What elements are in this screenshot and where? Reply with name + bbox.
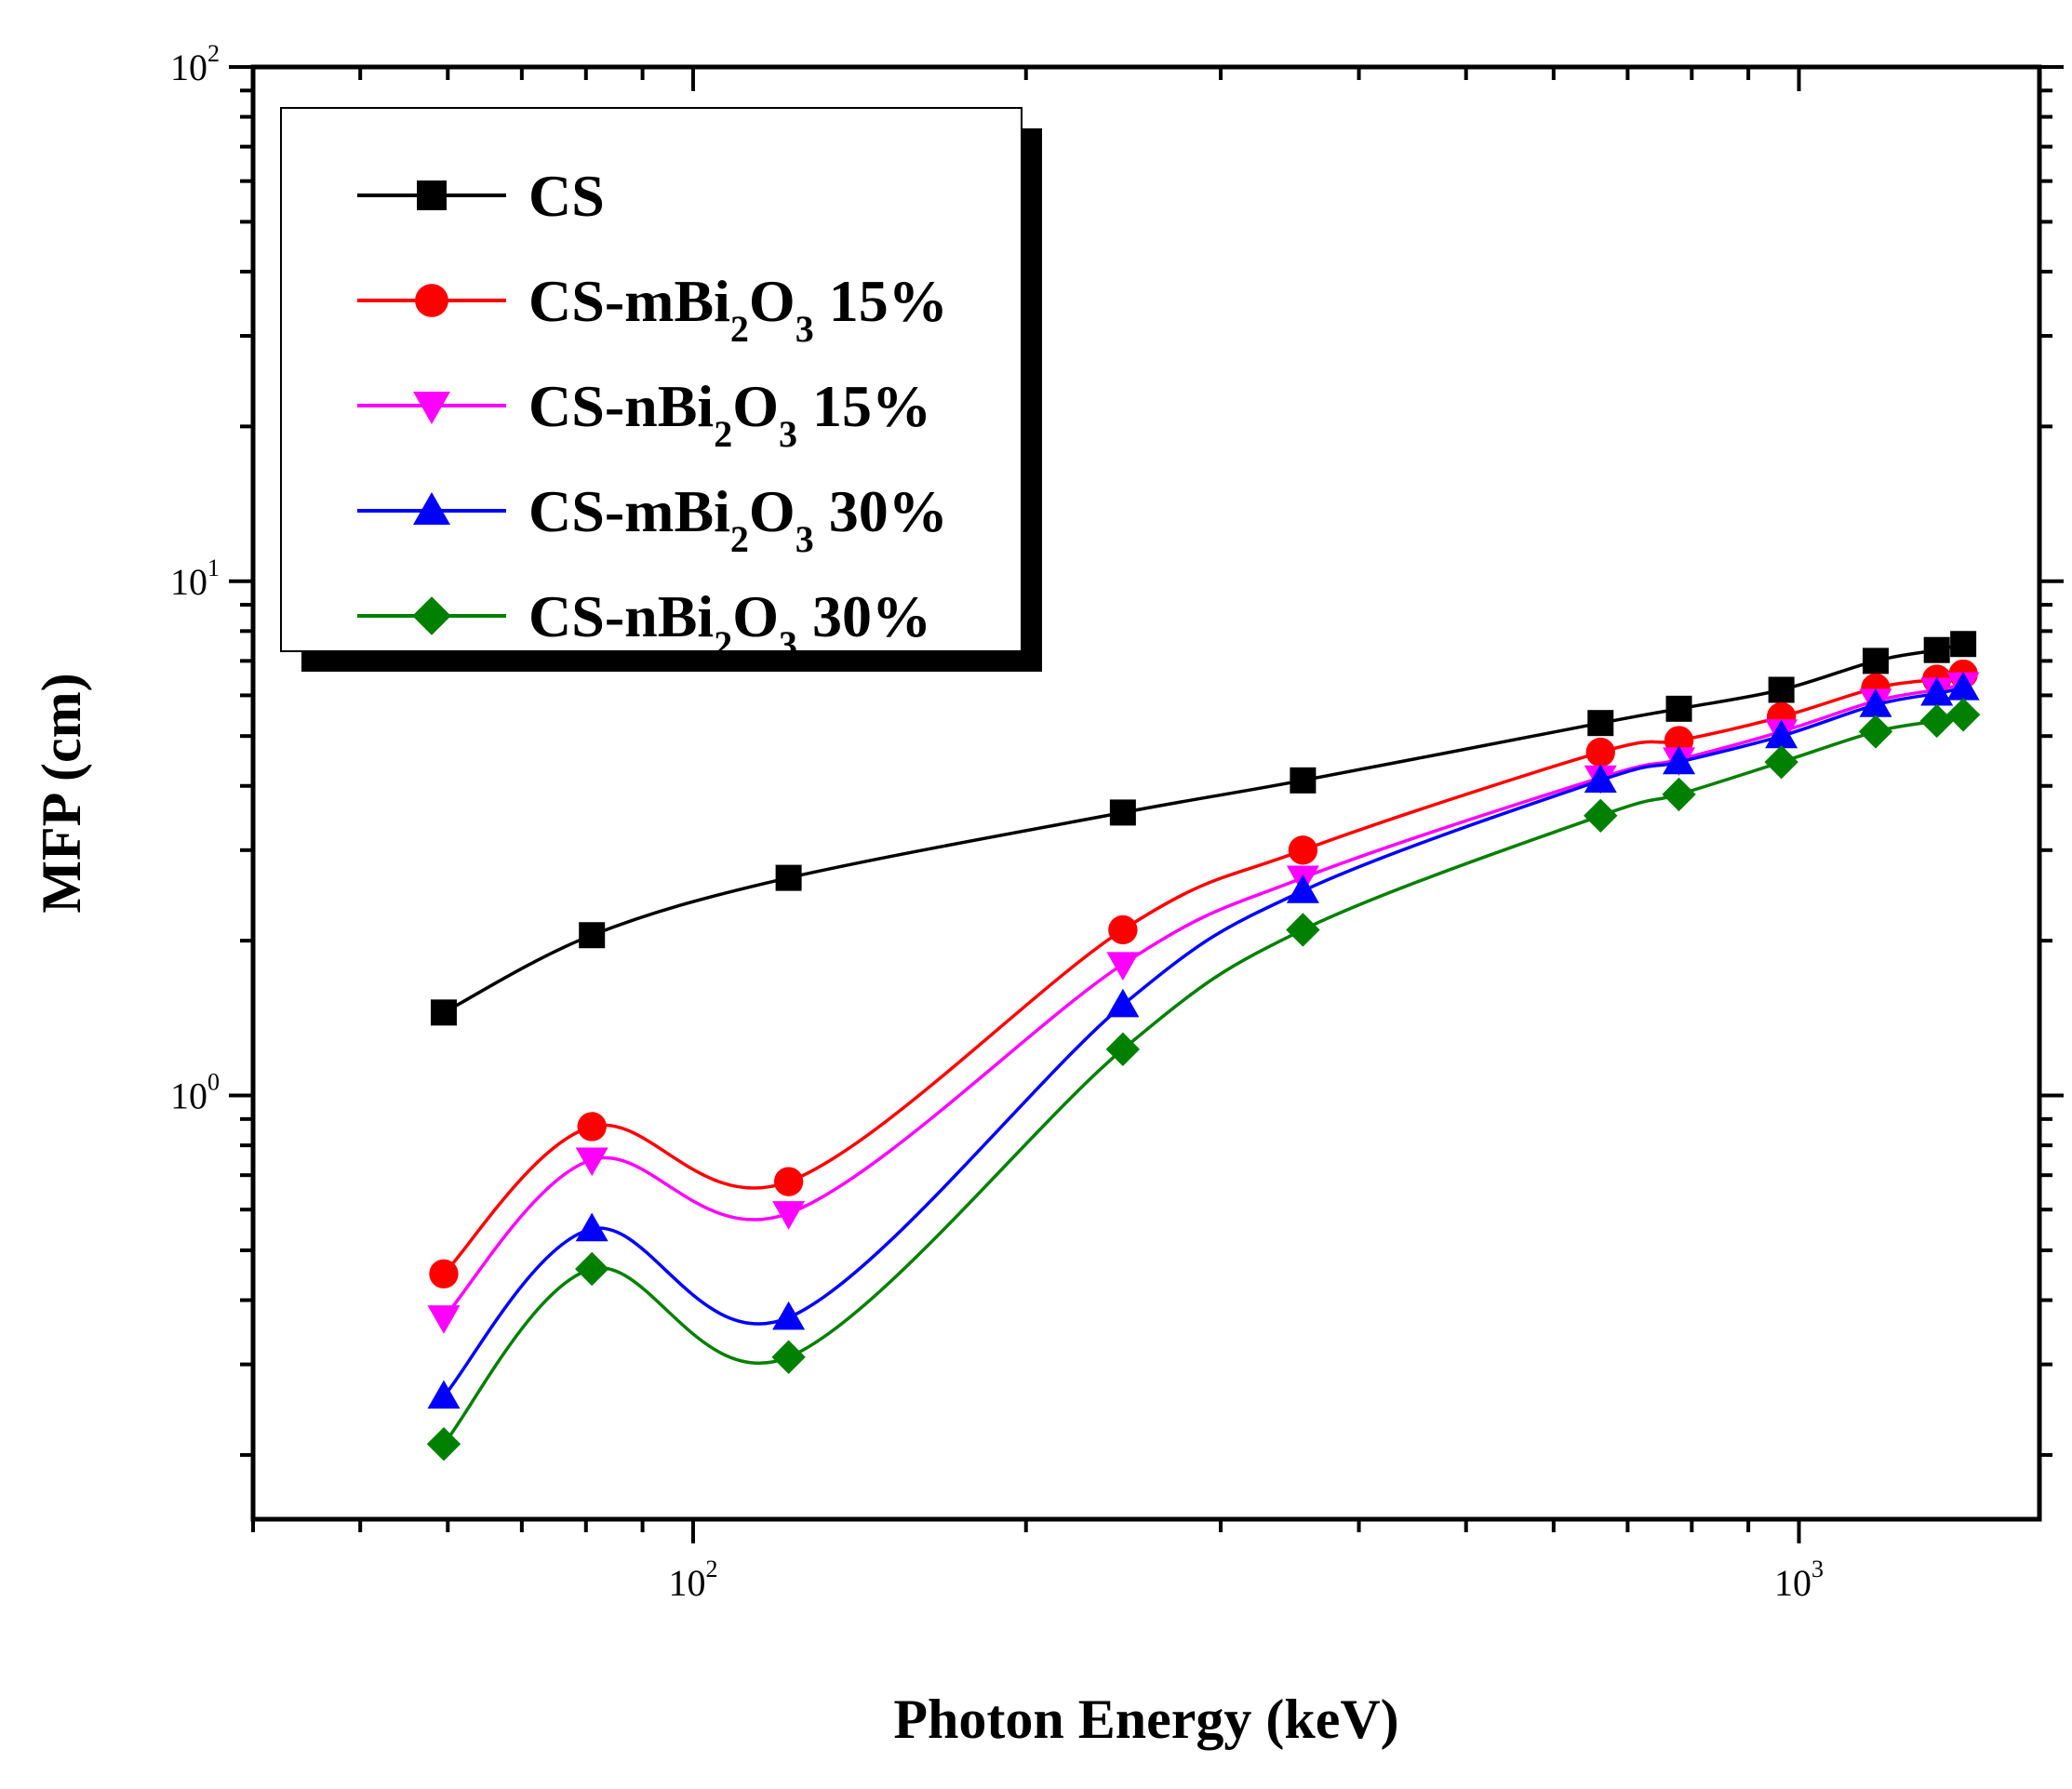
data-point — [1950, 631, 1977, 658]
data-point — [1665, 695, 1692, 722]
data-point — [412, 596, 451, 635]
y-axis-title: MFP (cm) — [31, 673, 92, 913]
legend-item: CS-mBi2O3 30% — [357, 478, 948, 560]
data-point — [1764, 744, 1798, 780]
data-point — [772, 1301, 806, 1330]
legend-label: CS-mBi2O3 30% — [528, 478, 948, 560]
data-point — [773, 1167, 804, 1196]
x-tick-label: 103 — [1774, 1555, 1824, 1604]
legend-item: CS — [357, 163, 605, 229]
series-line — [442, 682, 1964, 1319]
data-point — [1919, 703, 1954, 739]
data-point — [1106, 988, 1140, 1018]
data-point — [1288, 835, 1318, 865]
series-line — [442, 713, 1964, 1446]
y-tick-label: 102 — [170, 40, 220, 88]
data-point — [771, 1340, 806, 1374]
data-point — [1584, 798, 1618, 834]
data-point — [1923, 636, 1950, 663]
data-point — [1286, 874, 1319, 903]
data-point — [1106, 952, 1140, 981]
data-point — [429, 1259, 459, 1288]
legend-label: CS-nBi2O3 30% — [528, 583, 931, 665]
legend-label: CS-mBi2O3 15% — [528, 268, 948, 350]
axes: 102 103 100 101 102 — [170, 40, 2064, 1604]
data-point — [413, 392, 450, 424]
data-point — [1920, 676, 1954, 706]
series-square — [430, 631, 1977, 1026]
data-point — [1105, 1032, 1141, 1067]
series-circle — [429, 659, 1978, 1288]
x-tick-label: 102 — [668, 1555, 717, 1604]
data-point — [417, 180, 447, 210]
data-point — [1290, 767, 1317, 794]
data-point — [575, 1147, 608, 1177]
series-line — [443, 642, 1964, 1014]
data-point — [577, 1112, 607, 1141]
data-point — [1858, 714, 1893, 749]
data-point — [1765, 719, 1798, 749]
data-point — [1859, 688, 1892, 717]
data-point — [430, 999, 457, 1026]
data-point — [1662, 777, 1696, 812]
data-point — [1946, 672, 1980, 701]
data-point — [1945, 698, 1981, 732]
data-point — [413, 492, 450, 525]
y-tick-label: 100 — [170, 1069, 220, 1117]
series-triangle-up — [427, 672, 1980, 1409]
data-point — [579, 922, 606, 949]
data-point — [575, 1212, 608, 1242]
data-point — [415, 284, 448, 317]
data-point — [1109, 799, 1136, 826]
legend-label: CS-nBi2O3 15% — [528, 373, 931, 455]
legend-item: CS-nBi2O3 15% — [357, 373, 931, 455]
plot-frame — [250, 64, 2042, 1522]
x-axis-title: Photon Energy (keV) — [893, 1689, 1398, 1750]
legend-item: CS-mBi2O3 15% — [357, 268, 948, 350]
data-point — [1584, 764, 1617, 793]
data-point — [1286, 913, 1320, 947]
data-point — [1663, 745, 1696, 775]
data-point — [427, 1380, 461, 1409]
series-diamond — [426, 698, 1981, 1462]
legend: CS CS-mBi2O3 15% CS-nBi2O3 15% CS-mBi2O3 30… — [280, 107, 1042, 672]
data-point — [1108, 915, 1138, 945]
data-point — [426, 1427, 461, 1462]
legend-label: CS — [528, 163, 605, 229]
data-point — [427, 1305, 461, 1334]
data-point — [775, 864, 802, 891]
data-point — [1862, 648, 1889, 674]
series-line — [442, 686, 1964, 1398]
series-triangle-down — [427, 672, 1980, 1334]
legend-item: CS-nBi2O3 30% — [357, 583, 931, 665]
data-point — [1768, 676, 1795, 703]
legend-box — [280, 107, 1023, 652]
data-point — [1585, 737, 1615, 768]
data-point — [772, 1201, 806, 1230]
data-point — [1587, 710, 1614, 737]
series-layer — [426, 631, 1981, 1462]
y-tick-label: 101 — [170, 554, 220, 603]
data-point — [574, 1251, 609, 1287]
series-line — [442, 672, 1964, 1275]
